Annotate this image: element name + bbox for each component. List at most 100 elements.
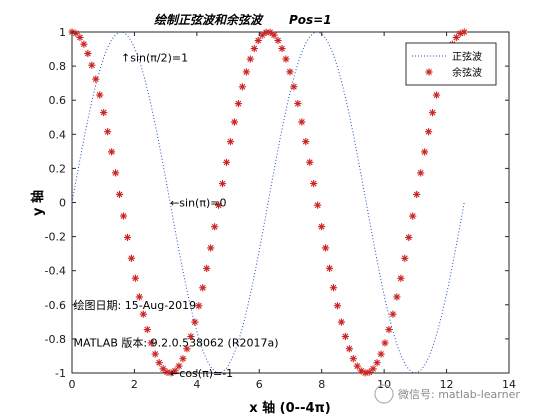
cosine-point (88, 61, 96, 69)
x-tick-label: 8 (318, 378, 325, 391)
y-tick-label: 0.6 (49, 94, 67, 107)
cosine-point (266, 28, 274, 36)
cosine-point (80, 40, 88, 48)
cosine-point (155, 359, 163, 367)
legend-cosine-swatch (425, 68, 433, 76)
y-tick-label: -0.6 (45, 299, 66, 312)
cosine-point (175, 362, 183, 370)
x-tick-label: 14 (502, 378, 516, 391)
legend-cosine-label: 余弦波 (452, 66, 482, 79)
chart-marks (68, 28, 468, 377)
cosine-point (294, 99, 302, 108)
x-tick-label: 12 (440, 378, 454, 391)
y-tick-label: -0.4 (45, 265, 66, 278)
cosine-point (187, 332, 195, 341)
cosine-point (373, 359, 381, 367)
cosine-point (226, 138, 235, 146)
cosine-point (341, 332, 349, 341)
cosine-point (147, 339, 155, 347)
cosine-point (211, 223, 219, 231)
cosine-point (310, 179, 318, 188)
cosine-point (298, 118, 306, 126)
annotation: ↑sin(π/2)=1 (121, 52, 188, 65)
cosine-point (432, 91, 441, 99)
cosine-point (123, 233, 132, 242)
cosine-point (460, 28, 468, 36)
y-tick-label: 1 (59, 26, 66, 39)
chart-title-pos: Pos=1 (289, 13, 332, 27)
cosine-point (92, 75, 100, 83)
axis-ticks: 0 2 4 6 8 10 12 14-1-0.8-0.6-0.4-0.200.20.40.60… (45, 26, 516, 391)
cosine-point (207, 244, 215, 252)
cosine-point (151, 350, 159, 358)
cosine-point (108, 148, 116, 156)
annotation: ←cos(π)=-1 (170, 367, 233, 380)
cosine-point (131, 274, 139, 282)
x-tick-label: 2 (131, 378, 138, 391)
cosine-point (385, 326, 393, 334)
cosine-point (199, 284, 207, 292)
cosine-point (76, 33, 84, 42)
y-tick-label: 0.2 (49, 162, 67, 175)
cosine-point (377, 350, 385, 358)
y-tick-label: 0.8 (49, 60, 67, 73)
cosine-point (282, 55, 290, 63)
cosine-point (353, 362, 361, 370)
cosine-point (302, 138, 310, 146)
cosine-point (274, 36, 282, 45)
cosine-point (214, 201, 223, 209)
cosine-point (143, 325, 151, 334)
annotation: 绘图日期: 15-Aug-2019 (74, 298, 197, 312)
cosine-point (409, 212, 417, 220)
cosine-point (234, 100, 243, 108)
cosine-point (290, 83, 298, 91)
cosine-point (115, 190, 124, 198)
annotation: ←sin(π)=0 (170, 197, 226, 210)
legend: 正弦波 余弦波 (405, 42, 497, 86)
cosine-point (381, 339, 389, 347)
cosine-point (417, 169, 425, 177)
cosine-point (424, 128, 433, 136)
watermark-text: 微信号: matlab-learner (398, 387, 520, 401)
cosine-point (238, 83, 246, 91)
cosine-point (421, 148, 429, 156)
cosine-point (171, 367, 179, 375)
chart-title: 绘制正弦波和余弦波 (154, 13, 264, 27)
cosine-point (345, 345, 353, 353)
cosine-point (254, 36, 262, 45)
cosine-point (135, 293, 143, 301)
cosine-point (314, 201, 322, 209)
cosine-point (111, 169, 120, 177)
cosine-point (361, 369, 369, 377)
cosine-point (405, 233, 413, 242)
cosine-point (183, 345, 191, 353)
cosine-point (329, 284, 338, 292)
watermark: 微信号: matlab-learner (374, 384, 520, 404)
cosine-point (230, 118, 239, 126)
cosine-point (84, 49, 92, 58)
cosine-point (127, 254, 136, 262)
cosine-point (306, 158, 314, 166)
x-tick-label: 0 (69, 378, 76, 391)
cosine-point (119, 212, 128, 220)
cosine-point (333, 302, 342, 310)
annotation: MATLAB 版本: 9.2.0.538062 (R2017a) (74, 335, 279, 349)
y-tick-label: -0.8 (45, 333, 66, 346)
cosine-point (401, 254, 409, 262)
cosine-point (195, 302, 203, 310)
cosine-point (179, 355, 187, 363)
cosine-point (337, 318, 346, 326)
x-tick-label: 6 (256, 378, 263, 391)
y-tick-label: -1 (55, 367, 66, 380)
cosine-point (139, 310, 147, 318)
cosine-point (318, 223, 326, 231)
cosine-point (96, 91, 104, 99)
wechat-icon (374, 384, 394, 404)
cosine-point (369, 365, 377, 373)
cosine-point (286, 68, 294, 76)
y-axis-label: y 轴 (30, 190, 46, 216)
x-axis-label: x 轴 (0--4π) (249, 400, 331, 416)
y-tick-label: 0 (59, 197, 66, 210)
annotations: ↑sin(π/2)=1 ←sin(π)=0 ←cos(π)=-1 绘图日期: 15-A… (74, 52, 279, 380)
